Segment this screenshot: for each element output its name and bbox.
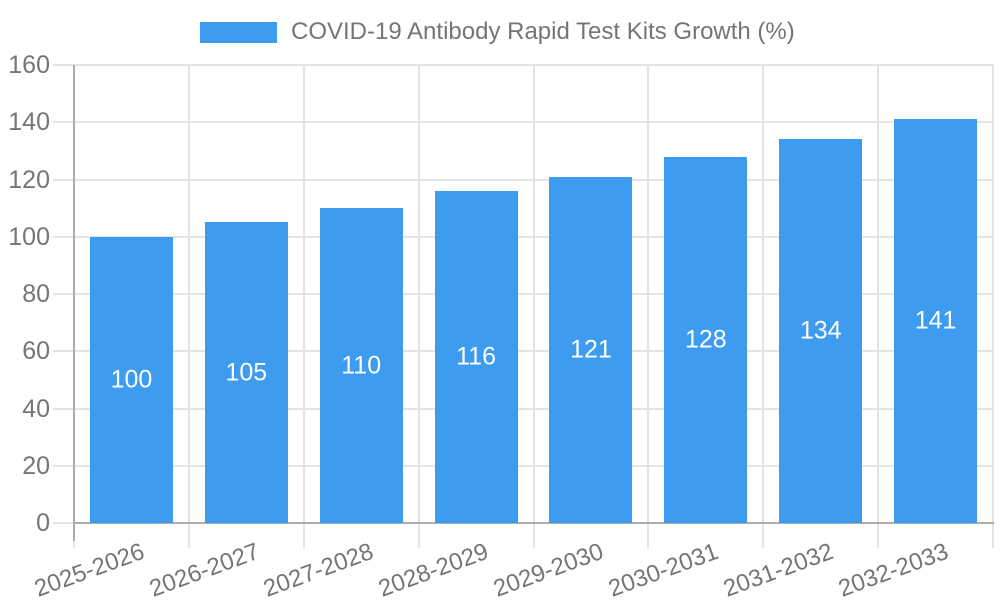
bar[interactable] — [779, 139, 863, 523]
x-gridline — [877, 65, 880, 548]
x-axis-label: 2025-2026 — [30, 538, 148, 600]
x-axis-label: 2028-2029 — [375, 538, 493, 600]
bar[interactable] — [319, 208, 403, 523]
y-gridline — [53, 464, 993, 467]
bar[interactable] — [549, 176, 633, 523]
bar-value-label: 100 — [110, 365, 153, 394]
bar[interactable] — [434, 190, 518, 523]
x-axis-label: 2029-2030 — [490, 538, 608, 600]
x-gridline — [762, 65, 765, 548]
x-axis-label: 2032-2033 — [834, 538, 952, 600]
y-gridline — [53, 293, 993, 295]
bar-value-label: 134 — [799, 316, 842, 345]
x-axis-line — [73, 522, 994, 524]
x-axis-label: 2030-2031 — [604, 538, 723, 600]
legend-label: COVID-19 Antibody Rapid Test Kits Growth… — [291, 18, 795, 45]
x-gridline — [302, 65, 305, 548]
x-axis-label: 2026-2027 — [145, 538, 263, 600]
bar-value-label: 121 — [570, 335, 612, 364]
y-axis-label: 80 — [22, 280, 50, 308]
bar[interactable] — [204, 222, 288, 523]
y-axis-label: 100 — [8, 222, 50, 251]
bar-value-label: 116 — [456, 342, 496, 371]
y-axis-label: 60 — [22, 337, 50, 366]
y-axis-label: 40 — [22, 394, 50, 423]
y-axis-label: 160 — [8, 51, 50, 79]
x-gridline — [992, 65, 994, 548]
legend-swatch-icon — [200, 21, 277, 43]
y-gridline — [53, 407, 993, 410]
bar-value-label: 128 — [684, 325, 727, 354]
y-gridline — [53, 64, 993, 66]
legend-item[interactable]: COVID-19 Antibody Rapid Test Kits Growth… — [200, 20, 795, 44]
bar[interactable] — [89, 236, 173, 523]
bar-value-label: 110 — [341, 351, 382, 380]
x-gridline — [417, 65, 420, 548]
y-gridline — [53, 121, 993, 124]
bar[interactable] — [894, 119, 978, 523]
y-gridline — [53, 350, 993, 353]
y-axis-label: 140 — [8, 108, 50, 137]
x-gridline — [532, 65, 535, 548]
bar-value-label: 141 — [914, 306, 957, 335]
y-axis-label: 120 — [8, 165, 50, 194]
y-axis-label: 20 — [22, 451, 50, 480]
y-axis-label: 0 — [36, 509, 50, 537]
x-gridline — [187, 65, 190, 548]
y-gridline — [53, 235, 993, 238]
x-axis-label: 2031-2032 — [719, 538, 837, 600]
bar[interactable] — [664, 156, 748, 523]
x-axis-label: 2027-2028 — [260, 538, 378, 600]
y-gridline — [53, 178, 993, 181]
x-gridline — [647, 65, 650, 548]
bar-value-label: 105 — [225, 358, 268, 387]
y-axis-line — [73, 65, 75, 541]
